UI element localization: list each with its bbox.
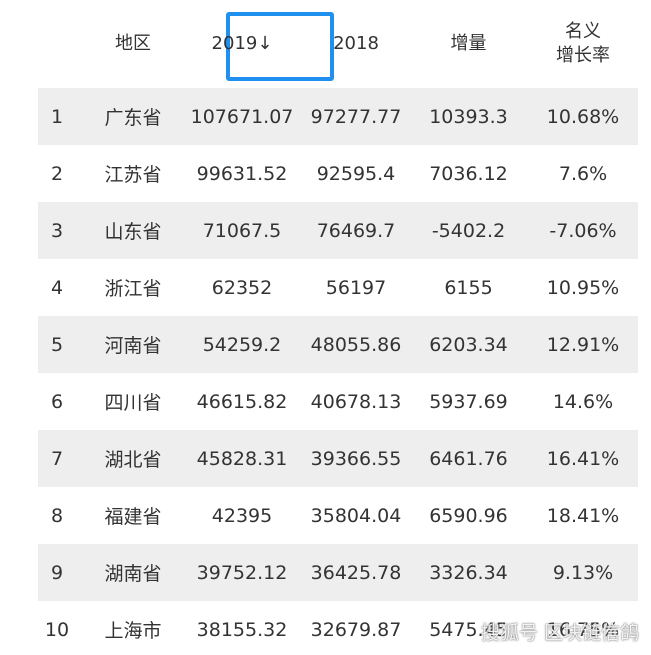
cell-rank: 7	[50, 447, 64, 470]
cell-2018: 32679.87	[310, 618, 402, 641]
cell-2018: 39366.55	[310, 447, 402, 470]
cell-growth-rate: 10.95%	[546, 276, 620, 299]
cell-increase: 3326.34	[429, 561, 508, 584]
cell-growth-rate: 16.41%	[546, 447, 620, 470]
cell-increase: -5402.2	[431, 219, 506, 242]
cell-increase: 5937.69	[429, 390, 508, 413]
table-body: 1 广东省 107671.07 97277.77 10393.3 10.68% 2 江苏省 99…	[38, 88, 638, 655]
cell-2019: 39752.12	[196, 561, 288, 584]
header-increase-label: 增量	[450, 33, 487, 54]
cell-increase: 7036.12	[429, 162, 508, 185]
cell-increase: 6155	[444, 276, 493, 299]
header-increase[interactable]: 增量	[416, 0, 521, 88]
cell-region: 江苏省	[104, 164, 162, 186]
table-row: 1 广东省 107671.07 97277.77 10393.3 10.68%	[38, 88, 638, 145]
cell-2018: 97277.77	[310, 105, 402, 128]
cell-increase: 6461.76	[429, 447, 508, 470]
table-row: 2 江苏省 99631.52 92595.4 7036.12 7.6%	[38, 145, 638, 202]
cell-rank: 9	[50, 561, 64, 584]
cell-2018: 40678.13	[310, 390, 402, 413]
table-row: 3 山东省 71067.5 76469.7 -5402.2 -7.06%	[38, 202, 638, 259]
cell-2019: 54259.2	[202, 333, 282, 356]
header-rate-line2: 增长率	[556, 45, 610, 66]
header-rate-line1: 名义	[565, 21, 601, 42]
cell-rank: 6	[50, 390, 64, 413]
cell-2019: 71067.5	[202, 219, 282, 242]
header-2019-sort[interactable]: 2019↓	[188, 0, 296, 88]
cell-2018: 35804.04	[310, 504, 402, 527]
header-2018-label: 2018	[333, 33, 379, 54]
table-row: 10 上海市 38155.32 32679.87 5475.45 16.75%	[38, 601, 638, 655]
cell-increase: 10393.3	[429, 105, 508, 128]
cell-rank: 5	[50, 333, 64, 356]
cell-increase: 5475.45	[429, 618, 508, 641]
cell-rank: 4	[50, 276, 64, 299]
cell-region: 河南省	[104, 335, 162, 357]
cell-increase: 6590.96	[429, 504, 508, 527]
cell-2019: 62352	[211, 276, 273, 299]
cell-region: 广东省	[104, 107, 162, 129]
cell-region: 山东省	[104, 221, 162, 243]
cell-rank: 1	[50, 105, 64, 128]
watermark: 搜狐号 区块链信鸽	[480, 622, 639, 644]
table-row: 8 福建省 42395 35804.04 6590.96 18.41%	[38, 487, 638, 544]
cell-growth-rate: 14.6%	[552, 390, 614, 413]
table-row: 5 河南省 54259.2 48055.86 6203.34 12.91%	[38, 316, 638, 373]
sort-highlight-box	[226, 12, 334, 81]
cell-2018: 36425.78	[310, 561, 402, 584]
header-2018[interactable]: 2018	[301, 0, 411, 88]
cell-growth-rate: -7.06%	[549, 219, 617, 242]
cell-growth-rate: 7.6%	[558, 162, 608, 185]
table-header: 地区 2019↓ 2018 增量 名义 增长率	[38, 0, 638, 88]
cell-rank: 10	[44, 618, 70, 641]
cell-2019: 42395	[211, 504, 273, 527]
cell-rank: 2	[50, 162, 64, 185]
cell-region: 福建省	[104, 506, 162, 528]
cell-rank: 8	[50, 504, 64, 527]
header-2019-label: 2019↓	[211, 33, 273, 54]
cell-region: 湖北省	[104, 449, 162, 471]
cell-2019: 45828.31	[196, 447, 288, 470]
table-row: 7 湖北省 45828.31 39366.55 6461.76 16.41%	[38, 430, 638, 487]
cell-2019: 46615.82	[196, 390, 288, 413]
cell-growth-rate: 16.75%	[546, 618, 620, 641]
cell-2019: 99631.52	[196, 162, 288, 185]
cell-growth-rate: 9.13%	[552, 561, 614, 584]
cell-growth-rate: 10.68%	[546, 105, 620, 128]
cell-2018: 56197	[325, 276, 387, 299]
header-region[interactable]: 地区	[93, 0, 173, 88]
cell-growth-rate: 12.91%	[546, 333, 620, 356]
cell-region: 浙江省	[104, 278, 162, 300]
table-row: 9 湖南省 39752.12 36425.78 3326.34 9.13%	[38, 544, 638, 601]
cell-increase: 6203.34	[429, 333, 508, 356]
cell-growth-rate: 18.41%	[546, 504, 620, 527]
cell-region: 上海市	[104, 620, 162, 642]
cell-region: 四川省	[104, 392, 162, 414]
cell-2018: 48055.86	[310, 333, 402, 356]
cell-2019: 107671.07	[190, 105, 294, 128]
cell-rank: 3	[50, 219, 64, 242]
cell-2018: 76469.7	[316, 219, 396, 242]
header-growth-rate[interactable]: 名义 增长率	[528, 0, 638, 88]
table-row: 4 浙江省 62352 56197 6155 10.95%	[38, 259, 638, 316]
cell-region: 湖南省	[104, 563, 162, 585]
table-row: 6 四川省 46615.82 40678.13 5937.69 14.6%	[38, 373, 638, 430]
header-region-label: 地区	[115, 33, 151, 54]
cell-2019: 38155.32	[196, 618, 288, 641]
cell-2018: 92595.4	[316, 162, 396, 185]
